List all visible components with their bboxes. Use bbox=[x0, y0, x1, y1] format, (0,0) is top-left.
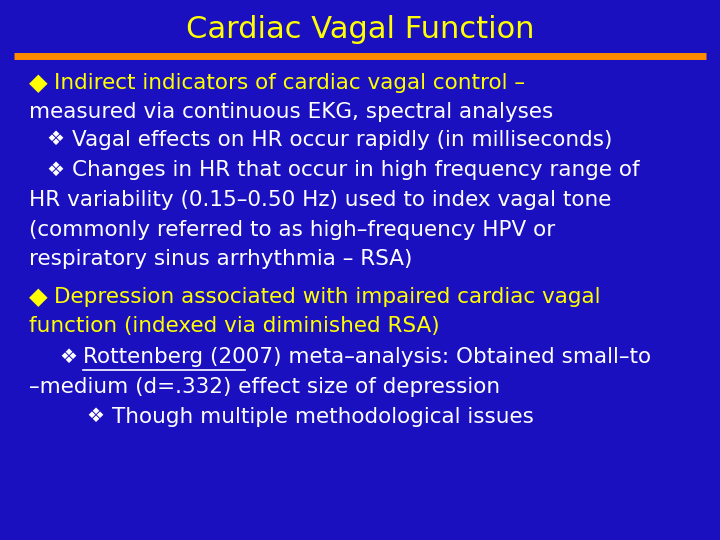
Text: Indirect indicators of cardiac vagal control –: Indirect indicators of cardiac vagal con… bbox=[54, 72, 525, 93]
Text: function (indexed via diminished RSA): function (indexed via diminished RSA) bbox=[29, 316, 439, 336]
Text: ◆: ◆ bbox=[29, 71, 48, 94]
Text: –medium (d=.332) effect size of depression: –medium (d=.332) effect size of depressi… bbox=[29, 376, 500, 397]
Text: ❖: ❖ bbox=[59, 348, 77, 367]
Text: ❖: ❖ bbox=[47, 160, 65, 180]
Text: Though multiple methodological issues: Though multiple methodological issues bbox=[112, 407, 534, 427]
Text: Depression associated with impaired cardiac vagal: Depression associated with impaired card… bbox=[54, 287, 600, 307]
Text: Vagal effects on HR occur rapidly (in milliseconds): Vagal effects on HR occur rapidly (in mi… bbox=[72, 130, 613, 150]
Text: respiratory sinus arrhythmia – RSA): respiratory sinus arrhythmia – RSA) bbox=[29, 248, 412, 269]
Text: Changes in HR that occur in high frequency range of: Changes in HR that occur in high frequen… bbox=[72, 160, 639, 180]
Text: (commonly referred to as high–frequency HPV or: (commonly referred to as high–frequency … bbox=[29, 219, 555, 240]
Text: HR variability (0.15–0.50 Hz) used to index vagal tone: HR variability (0.15–0.50 Hz) used to in… bbox=[29, 190, 611, 211]
Text: Cardiac Vagal Function: Cardiac Vagal Function bbox=[186, 15, 534, 44]
Text: ❖: ❖ bbox=[47, 130, 65, 150]
Text: ❖: ❖ bbox=[86, 407, 104, 427]
Text: measured via continuous EKG, spectral analyses: measured via continuous EKG, spectral an… bbox=[29, 102, 553, 122]
Text: ◆: ◆ bbox=[29, 285, 48, 309]
Text: Rottenberg (2007) meta–analysis: Obtained small–to: Rottenberg (2007) meta–analysis: Obtaine… bbox=[83, 347, 651, 368]
